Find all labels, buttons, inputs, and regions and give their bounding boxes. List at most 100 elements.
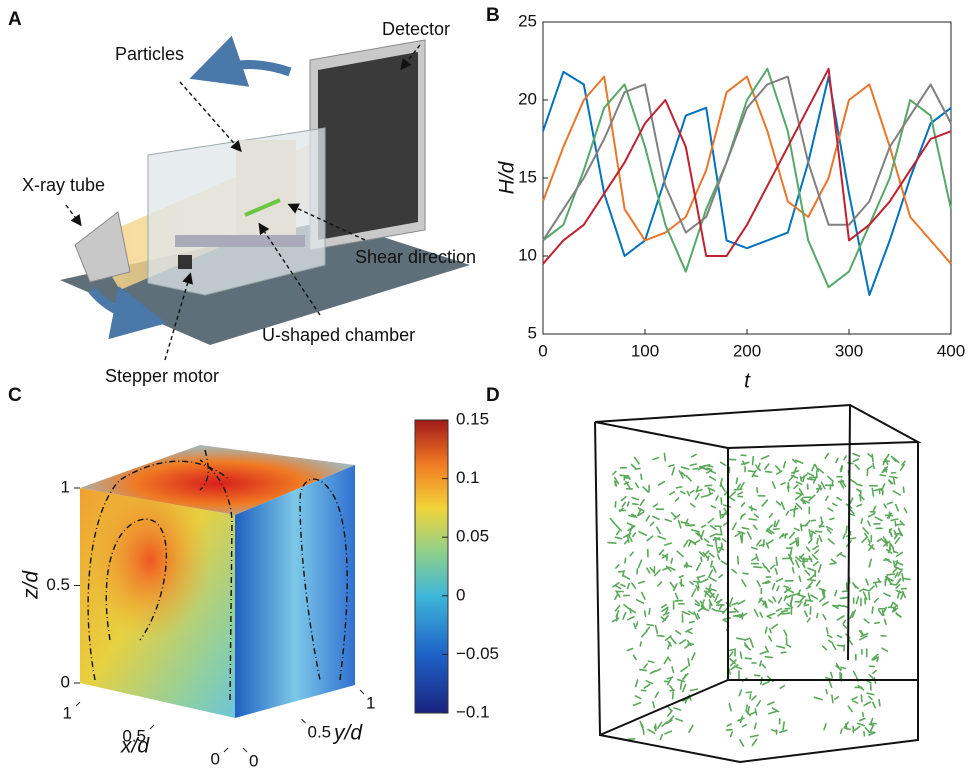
vector	[823, 646, 827, 650]
vector	[676, 719, 682, 721]
colorbar	[415, 420, 448, 713]
vector	[697, 614, 699, 618]
vector	[831, 673, 832, 678]
vector	[692, 589, 695, 596]
vector	[639, 532, 646, 536]
vector	[655, 570, 660, 576]
vector	[863, 713, 864, 717]
vector	[880, 475, 885, 476]
vector	[821, 517, 822, 523]
vector	[657, 636, 664, 637]
vector	[689, 622, 694, 623]
vector	[814, 562, 818, 566]
vector	[891, 519, 898, 520]
vector	[646, 681, 652, 684]
vector	[742, 528, 748, 529]
vector	[857, 505, 861, 507]
vector	[707, 545, 712, 546]
vector	[665, 543, 672, 545]
vector	[709, 570, 713, 577]
vector	[710, 553, 714, 556]
z-tick-label: 0	[61, 672, 70, 691]
vector	[773, 482, 776, 488]
vector	[676, 631, 681, 634]
vector	[895, 572, 897, 577]
vector	[676, 593, 678, 599]
y-tick-label: 5	[528, 323, 537, 342]
vector	[635, 457, 639, 463]
vector	[621, 585, 625, 587]
y-tick	[302, 719, 306, 723]
vector	[615, 595, 617, 599]
vector	[683, 685, 686, 692]
vector	[831, 559, 836, 563]
vector	[745, 658, 751, 659]
vector	[633, 533, 636, 536]
vector	[870, 666, 875, 667]
vector	[681, 667, 687, 671]
vector	[843, 534, 845, 539]
vector	[702, 525, 706, 527]
vector	[658, 582, 662, 586]
vector	[893, 603, 897, 606]
vector	[659, 482, 665, 485]
series-line	[543, 69, 951, 287]
vector	[665, 636, 671, 640]
vector	[705, 539, 709, 542]
vector	[796, 538, 798, 546]
vector	[681, 522, 688, 524]
vector	[623, 613, 626, 619]
vector	[701, 579, 708, 582]
vector	[770, 629, 771, 633]
vector	[866, 579, 868, 584]
vector	[865, 728, 868, 731]
vector	[673, 692, 674, 699]
vector	[841, 597, 848, 598]
vector	[755, 675, 760, 676]
vector	[702, 496, 707, 497]
vector	[686, 476, 691, 481]
vector	[833, 644, 836, 649]
vector	[768, 613, 775, 616]
series-line	[543, 72, 951, 295]
vector	[794, 485, 798, 488]
vector	[672, 468, 674, 475]
vector	[796, 482, 801, 484]
vector	[772, 624, 777, 628]
vector	[742, 580, 746, 586]
vector	[636, 696, 641, 699]
vector	[887, 502, 892, 504]
figure: A B C D Particles Detector X-ray tube Sh…	[0, 0, 969, 768]
vector	[903, 487, 904, 492]
vector	[825, 454, 828, 459]
vector	[873, 702, 875, 707]
vector	[773, 584, 775, 590]
vector	[890, 477, 897, 478]
vector	[867, 693, 874, 694]
vector	[813, 555, 818, 560]
vector	[874, 582, 881, 583]
vector	[779, 598, 782, 603]
vector	[718, 600, 721, 604]
vector	[777, 586, 779, 590]
vector	[869, 514, 875, 517]
vector	[873, 671, 876, 674]
vector	[743, 573, 748, 574]
vector	[755, 723, 756, 728]
x-tick	[150, 725, 154, 729]
vector	[684, 675, 686, 679]
vector	[891, 603, 893, 607]
vector	[656, 626, 658, 634]
vector	[753, 457, 754, 465]
vector	[648, 661, 654, 662]
x-tick-label: 1	[63, 703, 72, 722]
vector	[692, 455, 696, 457]
vector	[809, 539, 812, 543]
vector	[857, 597, 859, 604]
vector	[853, 701, 858, 703]
vector	[857, 489, 861, 491]
vector	[769, 711, 777, 713]
vector	[637, 600, 644, 603]
vector	[844, 728, 850, 729]
vector	[868, 521, 870, 526]
